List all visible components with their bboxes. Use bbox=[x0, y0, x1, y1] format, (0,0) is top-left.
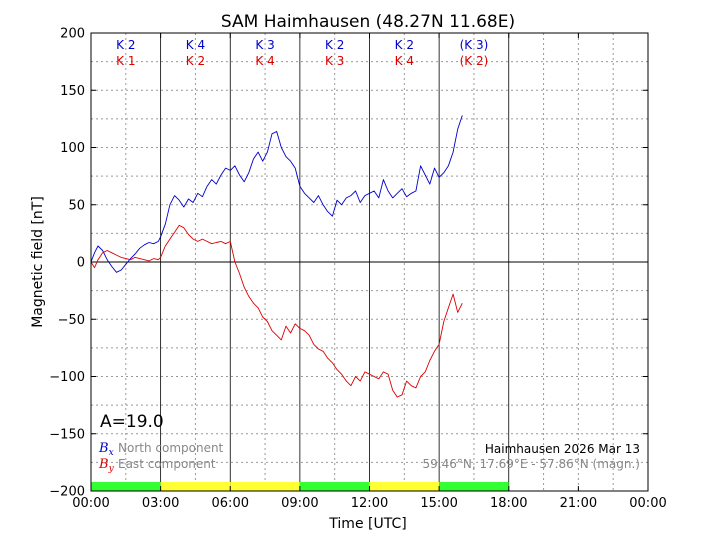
legend-north-label: North component bbox=[118, 441, 224, 455]
k-index-north: K 2 bbox=[395, 38, 414, 52]
y-axis-label: Magnetic field [nT] bbox=[30, 196, 46, 328]
k-index-north: K 3 bbox=[255, 38, 274, 52]
legend-north-symbol: Bx bbox=[98, 441, 114, 458]
x-tick-label: 12:00 bbox=[351, 496, 388, 511]
x-tick-label: 15:00 bbox=[420, 496, 457, 511]
y-axis-ticks: 200 150 100 50 0 −50 −100 −150 −200 bbox=[49, 27, 648, 500]
y-tick-label: −100 bbox=[49, 370, 85, 385]
k-index-north: K 4 bbox=[186, 38, 205, 52]
k-index-east: (K 2) bbox=[460, 54, 489, 68]
k-index-east: K 1 bbox=[116, 54, 135, 68]
x-axis-label: Time [UTC] bbox=[328, 516, 406, 532]
station-date: Haimhausen 2026 Mar 13 bbox=[485, 442, 640, 456]
y-tick-label: 150 bbox=[60, 84, 85, 99]
y-tick-label: −150 bbox=[49, 427, 85, 442]
chart-title: SAM Haimhausen (48.27N 11.68E) bbox=[221, 12, 515, 32]
legend-east-label: East component bbox=[118, 457, 216, 471]
legend: Bx North component By East component bbox=[98, 441, 224, 474]
y-tick-label: 200 bbox=[60, 27, 85, 42]
k-index-east: K 4 bbox=[395, 54, 414, 68]
k-index-east: K 2 bbox=[186, 54, 205, 68]
activity-segment bbox=[439, 482, 509, 491]
x-tick-label: 21:00 bbox=[560, 496, 597, 511]
activity-segment bbox=[91, 482, 161, 491]
grid bbox=[91, 33, 648, 491]
x-tick-label: 09:00 bbox=[281, 496, 318, 511]
y-tick-label: −200 bbox=[49, 485, 85, 500]
legend-east-symbol: By bbox=[98, 457, 115, 474]
y-tick-label: 50 bbox=[68, 198, 85, 213]
activity-segment bbox=[160, 482, 231, 491]
x-tick-label: 18:00 bbox=[490, 496, 527, 511]
k-index-east: K 4 bbox=[255, 54, 274, 68]
activity-segment bbox=[299, 482, 370, 491]
series-group bbox=[90, 115, 463, 398]
activity-segment bbox=[230, 482, 300, 491]
k-index-north: K 2 bbox=[325, 38, 344, 52]
k-index-labels: K 2 K 4 K 3 K 2 K 2 (K 3) K 1 K 2 K 4 K 3 K 4 (K 2) bbox=[116, 38, 488, 68]
y-tick-label: 0 bbox=[77, 256, 85, 271]
k-index-north: (K 3) bbox=[460, 38, 489, 52]
x-axis-ticks: 00:00 03:00 06:00 09:00 12:00 15:00 18:00 21:00… bbox=[72, 33, 667, 511]
k-index-north: K 2 bbox=[116, 38, 135, 52]
activity-segment bbox=[369, 482, 440, 491]
x-tick-label: 03:00 bbox=[142, 496, 179, 511]
y-tick-label: 100 bbox=[60, 141, 85, 156]
series-east-component bbox=[90, 224, 463, 398]
series-north-component bbox=[90, 115, 463, 273]
x-tick-label: 00:00 bbox=[72, 496, 109, 511]
y-tick-label: −50 bbox=[58, 313, 85, 328]
k-index-east: K 3 bbox=[325, 54, 344, 68]
x-tick-label: 00:00 bbox=[629, 496, 666, 511]
x-tick-label: 06:00 bbox=[212, 496, 249, 511]
station-coords: 59.46°N, 17.69°E - 57.86°N (magn.) bbox=[423, 457, 640, 471]
activity-index: A=19.0 bbox=[100, 412, 164, 432]
activity-bar bbox=[91, 482, 509, 491]
